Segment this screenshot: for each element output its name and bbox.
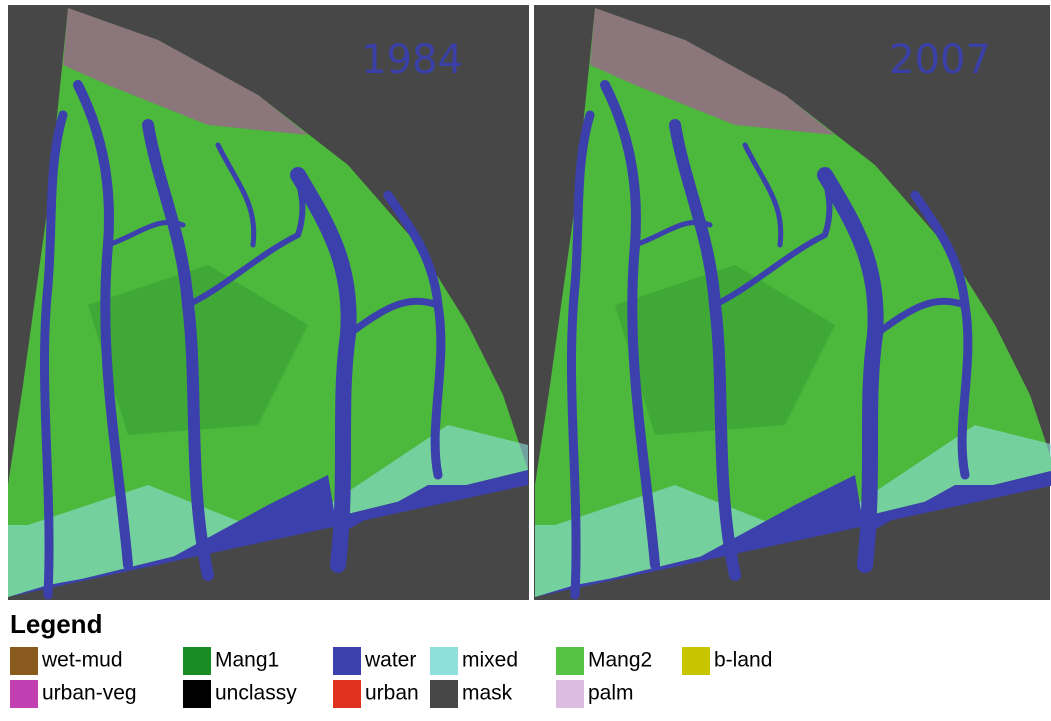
legend-label: Mang1 xyxy=(215,649,279,672)
legend-label: b-land xyxy=(714,649,772,672)
legend-title: Legend xyxy=(10,609,102,639)
legend-swatch xyxy=(183,647,211,675)
legend-label: mixed xyxy=(462,649,518,672)
legend-label: wet-mud xyxy=(41,649,123,672)
legend-label: palm xyxy=(588,682,634,705)
legend-label: Mang2 xyxy=(588,649,652,672)
legend-swatch xyxy=(183,680,211,708)
legend-swatch xyxy=(556,680,584,708)
legend-label: urban-veg xyxy=(42,682,137,705)
legend-swatch xyxy=(430,647,458,675)
legend-swatch xyxy=(333,647,361,675)
legend: wet-mud Mang1 water mixed Mang2 b-land urban-v… xyxy=(10,647,772,708)
legend-swatch xyxy=(10,647,38,675)
legend-swatch xyxy=(333,680,361,708)
legend-label: urban xyxy=(365,682,419,705)
legend-swatch xyxy=(430,680,458,708)
legend-label: unclassy xyxy=(215,682,297,705)
legend-swatch xyxy=(682,647,710,675)
legend-label: water xyxy=(364,649,416,672)
legend-label: mask xyxy=(462,682,513,705)
page: 1984 2007 Legend wet-mud Mang1 water mixed M… xyxy=(0,0,1051,721)
legend-swatch xyxy=(10,680,38,708)
year-label: 1984 xyxy=(361,37,463,83)
legend-swatch xyxy=(556,647,584,675)
year-label: 2007 xyxy=(889,37,991,83)
